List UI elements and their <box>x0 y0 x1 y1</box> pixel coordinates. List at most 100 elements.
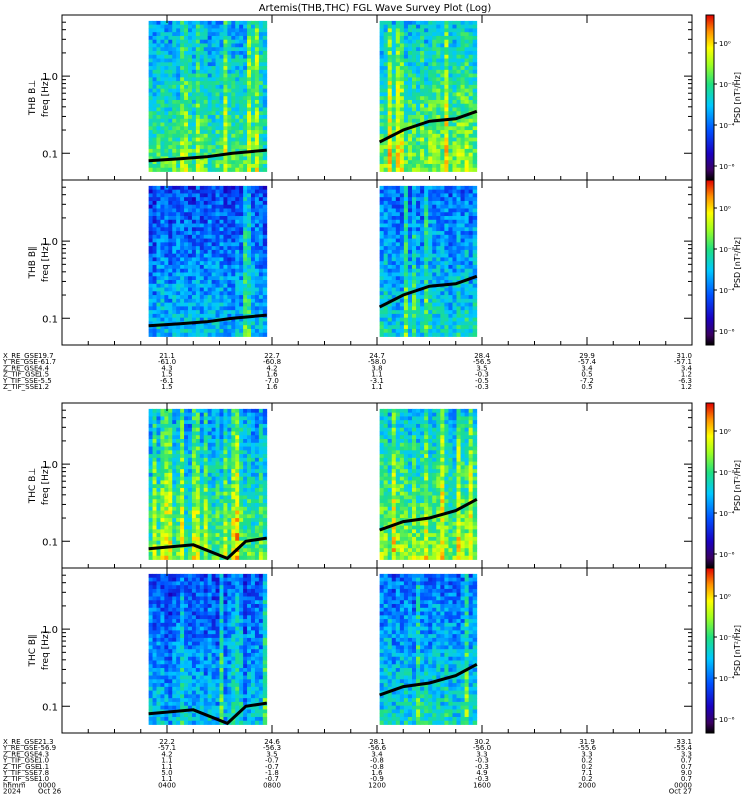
spectrogram-cell <box>192 556 196 560</box>
spectrogram-cell <box>388 325 392 329</box>
spectrogram-cell <box>420 280 424 284</box>
spectrogram-cell <box>184 314 188 318</box>
spectrogram-cell <box>196 40 200 44</box>
spectrogram-cell <box>432 239 436 243</box>
spectrogram-cell <box>188 454 192 458</box>
spectrogram-cell <box>243 25 247 29</box>
spectrogram-cell <box>172 488 176 492</box>
spectrogram-cell <box>461 85 465 89</box>
spectrogram-cell <box>200 201 204 205</box>
spectrogram-cell <box>416 201 420 205</box>
spectrogram-cell <box>231 36 235 40</box>
spectrogram-cell <box>196 107 200 111</box>
spectrogram-cell <box>400 115 404 119</box>
spectrogram-cell <box>412 250 416 254</box>
spectrogram-cell <box>452 36 456 40</box>
spectrogram-cell <box>204 276 208 280</box>
spectrogram-cell <box>416 156 420 160</box>
spectrogram-cell <box>440 92 444 96</box>
spectrogram-cell <box>247 36 251 40</box>
spectrogram-cell <box>208 201 212 205</box>
spectrogram-cell <box>408 164 412 168</box>
spectrogram-cell <box>223 126 227 130</box>
spectrogram-cell <box>180 77 184 81</box>
spectrogram-cell <box>428 107 432 111</box>
spectrogram-cell <box>180 428 184 432</box>
spectrogram-cell <box>188 168 192 172</box>
spectrogram-cell <box>404 40 408 44</box>
spectrogram-cell <box>247 186 251 190</box>
spectrogram-cell <box>216 303 220 307</box>
spectrogram-cell <box>180 89 184 93</box>
spectrogram-cell <box>196 299 200 303</box>
spectrogram-cell <box>184 462 188 466</box>
spectrogram-cell <box>200 40 204 44</box>
spectrogram-cell <box>231 201 235 205</box>
spectrogram-cell <box>172 276 176 280</box>
spectrogram-cell <box>180 62 184 66</box>
spectrogram-cell <box>469 47 473 51</box>
spectrogram-cell <box>408 261 412 265</box>
spectrogram-cell <box>416 314 420 318</box>
spectrogram-cell <box>247 291 251 295</box>
spectrogram-cell <box>176 66 180 70</box>
spectrogram-cell <box>227 239 231 243</box>
spectrogram-cell <box>400 134 404 138</box>
spectrogram-cell <box>216 201 220 205</box>
spectrogram-cell <box>227 160 231 164</box>
spectrogram-cell <box>436 193 440 197</box>
spectrogram-cell <box>188 431 192 435</box>
spectrogram-cell <box>436 85 440 89</box>
spectrogram-cell <box>448 92 452 96</box>
spectrogram-cell <box>388 208 392 212</box>
spectrogram-cell <box>216 40 220 44</box>
spectrogram-cell <box>204 77 208 81</box>
spectrogram-cell <box>404 269 408 273</box>
spectrogram-cell <box>168 168 172 172</box>
spectrogram-cell <box>208 310 212 314</box>
spectrogram-cell <box>220 168 224 172</box>
spectrogram-cell <box>204 28 208 32</box>
spectrogram-cell <box>212 85 216 89</box>
spectrogram-cell <box>196 51 200 55</box>
spectrogram-cell <box>212 96 216 100</box>
spectrogram-cell <box>200 224 204 228</box>
spectrogram-cell <box>408 239 412 243</box>
spectrogram-cell <box>231 40 235 44</box>
spectrogram-cell <box>196 280 200 284</box>
spectrogram-cell <box>428 257 432 261</box>
y-tick-label: 0.1 <box>42 314 58 325</box>
spectrogram-cell <box>235 138 239 142</box>
spectrogram-cell <box>149 413 153 417</box>
spectrogram-cell <box>157 261 161 265</box>
spectrogram-cell <box>432 314 436 318</box>
spectrogram-cell <box>400 89 404 93</box>
spectrogram-cell <box>461 314 465 318</box>
spectrogram-cell <box>216 55 220 59</box>
spectrogram-cell <box>396 153 400 157</box>
spectrogram-cell <box>436 197 440 201</box>
spectrogram-cell <box>259 59 263 63</box>
spectrogram-cell <box>243 235 247 239</box>
spectrogram-cell <box>231 115 235 119</box>
spectrogram-cell <box>212 36 216 40</box>
spectrogram-cell <box>448 156 452 160</box>
spectrogram-cell <box>200 62 204 66</box>
spectrogram-cell <box>172 205 176 209</box>
spectrogram-cell <box>235 227 239 231</box>
spectrogram-cell <box>436 134 440 138</box>
spectrogram-cell <box>235 21 239 25</box>
spectrogram-cell <box>149 51 153 55</box>
spectrogram-cell <box>469 25 473 29</box>
spectrogram-cell <box>416 205 420 209</box>
spectrogram-cell <box>247 201 251 205</box>
spectrogram-cell <box>231 92 235 96</box>
spectrogram-cell <box>400 36 404 40</box>
spectrogram-cell <box>223 25 227 29</box>
spectrogram-cell <box>392 153 396 157</box>
spectrogram-cell <box>192 257 196 261</box>
spectrogram-cell <box>168 507 172 511</box>
spectrogram-cell <box>164 473 168 477</box>
spectrogram-cell <box>263 92 267 96</box>
spectrogram-cell <box>408 40 412 44</box>
